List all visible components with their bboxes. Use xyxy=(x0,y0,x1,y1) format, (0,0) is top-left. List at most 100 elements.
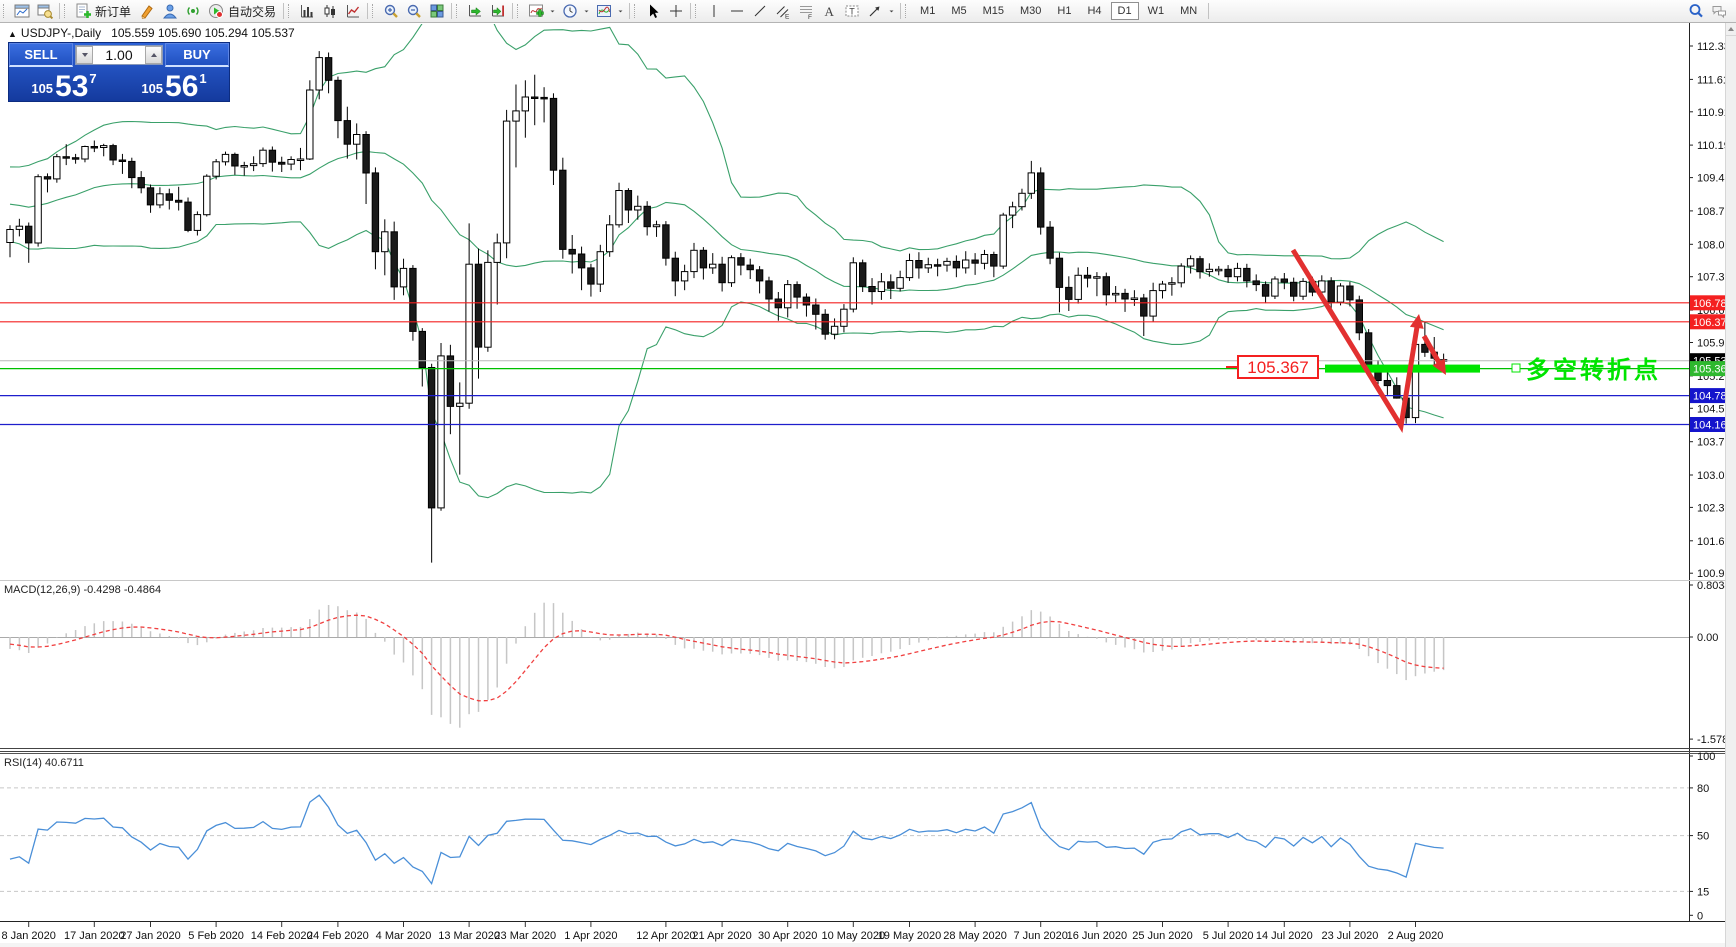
candle[interactable] xyxy=(34,176,42,244)
candle[interactable] xyxy=(1346,285,1354,301)
candle[interactable] xyxy=(671,257,679,282)
candle[interactable] xyxy=(109,145,117,161)
candle[interactable] xyxy=(1140,297,1148,317)
candle[interactable] xyxy=(427,367,436,509)
toolbar-grip[interactable] xyxy=(517,4,521,18)
candle[interactable] xyxy=(353,134,361,145)
candle[interactable] xyxy=(53,156,61,180)
candle[interactable] xyxy=(1186,258,1195,267)
candle[interactable] xyxy=(1158,283,1167,292)
candle[interactable] xyxy=(652,224,661,228)
scroll-up-button[interactable] xyxy=(1726,23,1736,36)
timeframe-m30-button[interactable]: M30 xyxy=(1013,2,1048,20)
candle[interactable] xyxy=(587,267,595,285)
candle[interactable] xyxy=(259,149,267,165)
caret-button[interactable] xyxy=(581,1,592,21)
candle[interactable] xyxy=(456,402,464,407)
toolbar-grip[interactable] xyxy=(64,4,68,18)
candle[interactable] xyxy=(615,190,623,226)
candle[interactable] xyxy=(1327,280,1335,303)
clock-button[interactable] xyxy=(558,1,581,21)
volume-increase-button[interactable] xyxy=(145,46,162,64)
collapse-triangle-icon[interactable]: ▲ xyxy=(8,29,17,39)
candle[interactable] xyxy=(334,79,342,122)
candle[interactable] xyxy=(371,172,380,253)
candle[interactable] xyxy=(915,260,923,269)
candle[interactable] xyxy=(90,146,98,149)
candle[interactable] xyxy=(474,263,483,348)
candle[interactable] xyxy=(971,259,979,264)
candle[interactable] xyxy=(221,153,230,163)
candle[interactable] xyxy=(549,97,558,171)
support-highlight-bar[interactable] xyxy=(1325,364,1480,373)
timeframe-m5-button[interactable]: M5 xyxy=(944,2,973,20)
timeframe-w1-button[interactable]: W1 xyxy=(1141,2,1172,20)
channel-button[interactable]: E xyxy=(771,1,794,21)
candle[interactable] xyxy=(812,304,820,315)
volume-decrease-button[interactable] xyxy=(76,46,93,64)
candle[interactable] xyxy=(1112,292,1120,296)
candle[interactable] xyxy=(1215,268,1223,272)
candle[interactable] xyxy=(6,229,14,243)
candle[interactable] xyxy=(1261,284,1270,297)
candle[interactable] xyxy=(596,251,604,285)
caret-button[interactable] xyxy=(886,1,897,21)
candle[interactable] xyxy=(737,257,745,266)
candle[interactable] xyxy=(943,260,951,266)
candle[interactable] xyxy=(568,248,576,255)
candle[interactable] xyxy=(699,249,708,269)
candle[interactable] xyxy=(278,161,286,165)
candle[interactable] xyxy=(324,57,333,81)
candle[interactable] xyxy=(1102,276,1110,296)
candle[interactable] xyxy=(1065,286,1073,300)
candle[interactable] xyxy=(381,231,389,253)
crayon-button[interactable] xyxy=(135,1,158,21)
bar-chart-button[interactable] xyxy=(295,1,318,21)
hline-button[interactable] xyxy=(725,1,748,21)
candle[interactable] xyxy=(1299,280,1307,297)
candle[interactable] xyxy=(980,254,989,264)
candle[interactable] xyxy=(15,225,24,230)
buy-price[interactable]: 105 56 1 xyxy=(119,67,229,102)
candle[interactable] xyxy=(165,193,174,201)
candle[interactable] xyxy=(849,262,857,310)
autotrade-button-label[interactable]: 自动交易 xyxy=(228,4,277,19)
candle[interactable] xyxy=(606,224,614,253)
candle[interactable] xyxy=(409,267,417,332)
candle[interactable] xyxy=(1177,265,1185,284)
candle[interactable] xyxy=(146,187,155,206)
candle[interactable] xyxy=(577,253,586,269)
price-callout-box[interactable] xyxy=(1237,355,1319,379)
annotations[interactable]: 105.367 多空转折点 xyxy=(1226,248,1661,434)
candle[interactable] xyxy=(624,190,633,211)
candle[interactable] xyxy=(662,224,670,259)
candle[interactable] xyxy=(1355,299,1363,334)
candle[interactable] xyxy=(1224,268,1232,278)
candle[interactable] xyxy=(540,96,548,100)
candle[interactable] xyxy=(821,313,829,335)
candle[interactable] xyxy=(680,271,689,282)
candle[interactable] xyxy=(71,157,80,160)
candle[interactable] xyxy=(1364,332,1373,369)
candle[interactable] xyxy=(962,259,970,269)
candle[interactable] xyxy=(1008,206,1017,216)
timeframe-mn-button[interactable]: MN xyxy=(1173,2,1204,20)
candle[interactable] xyxy=(1421,343,1429,353)
candle[interactable] xyxy=(493,242,501,263)
trendline-button[interactable] xyxy=(748,1,771,21)
candle[interactable] xyxy=(1130,297,1139,300)
candle[interactable] xyxy=(212,161,220,177)
candle[interactable] xyxy=(690,249,698,273)
candle[interactable] xyxy=(1336,285,1345,303)
candle[interactable] xyxy=(390,231,398,288)
timeframe-h4-button[interactable]: H4 xyxy=(1080,2,1108,20)
shapes-button[interactable] xyxy=(863,1,886,21)
candle[interactable] xyxy=(765,280,773,300)
candle[interactable] xyxy=(1168,282,1176,285)
candle[interactable] xyxy=(399,267,408,288)
candle[interactable] xyxy=(240,165,248,168)
new-chart-button[interactable] xyxy=(10,1,33,21)
candle[interactable] xyxy=(793,284,801,298)
candle[interactable] xyxy=(933,264,942,267)
candles[interactable] xyxy=(6,51,1448,563)
